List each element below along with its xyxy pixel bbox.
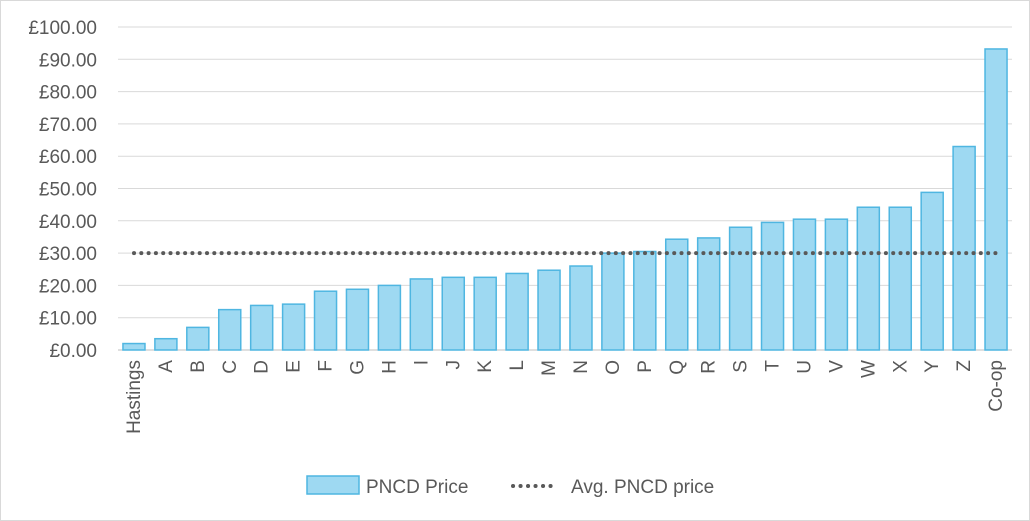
y-tick-label: £40.00 [39, 212, 97, 233]
x-tick-label: E [284, 360, 305, 373]
legend-label-pncd-price: PNCD Price [366, 477, 468, 498]
bar [696, 237, 721, 351]
x-tick-label: H [379, 360, 400, 374]
y-tick-label: £90.00 [39, 50, 97, 71]
legend: PNCD Price Avg. PNCD price [306, 475, 714, 498]
bar [569, 265, 593, 351]
x-tick-label: J [443, 360, 464, 370]
bar [505, 272, 529, 351]
y-tick-label: £60.00 [39, 147, 97, 168]
x-tick-label: R [699, 360, 720, 374]
x-tick-label: Y [922, 360, 943, 373]
x-axis-ticks: Hastings A B C D E F G H I J K L M N O P Q R S T U V W X Y Z Co-op [124, 360, 1007, 434]
y-tick-label: £0.00 [49, 341, 97, 362]
bar [377, 284, 402, 351]
x-tick-label: S [731, 360, 752, 373]
y-tick-label: £10.00 [39, 309, 97, 330]
bar [952, 145, 976, 351]
y-tick-label: £80.00 [39, 83, 97, 104]
bars [122, 48, 1008, 351]
bar [824, 218, 849, 351]
bar [154, 337, 178, 351]
y-tick-label: £50.00 [39, 180, 97, 201]
bar [345, 288, 370, 351]
bar [920, 191, 944, 351]
y-tick-label: £30.00 [39, 244, 97, 265]
bar [537, 269, 561, 351]
y-tick-label: £100.00 [28, 18, 97, 39]
bar [281, 303, 306, 351]
bar [601, 252, 625, 351]
legend-swatch-pncd-price [306, 475, 360, 495]
x-tick-label: T [763, 360, 784, 372]
x-tick-label: U [794, 360, 815, 374]
bar [856, 206, 881, 351]
bar [186, 326, 210, 351]
bar [792, 218, 817, 351]
bar [984, 48, 1008, 351]
bar [633, 250, 657, 351]
x-tick-label: L [507, 360, 528, 371]
bar [313, 290, 338, 351]
y-tick-label: £20.00 [39, 276, 97, 297]
bar [249, 304, 274, 351]
x-tick-label: Q [667, 360, 688, 375]
bar [409, 278, 434, 351]
x-tick-label: Hastings [124, 360, 145, 434]
y-tick-label: £70.00 [39, 115, 97, 136]
x-tick-label: D [252, 360, 273, 374]
x-tick-label: V [826, 360, 847, 373]
legend-label-avg-price: Avg. PNCD price [571, 477, 714, 498]
x-tick-label: C [220, 360, 241, 374]
x-tick-label: X [890, 360, 911, 373]
x-tick-label: N [571, 360, 592, 374]
x-tick-label: M [539, 360, 560, 376]
x-tick-label: Co-op [986, 360, 1007, 412]
bar [122, 342, 146, 351]
y-axis-ticks: £0.00 £10.00 £20.00 £30.00 £40.00 £50.00 £60.0… [28, 18, 97, 362]
x-tick-label: P [635, 360, 656, 373]
bar [888, 206, 913, 351]
x-tick-label: Z [954, 360, 975, 372]
x-tick-label: K [475, 360, 496, 373]
x-tick-label: F [316, 360, 337, 372]
bar [441, 276, 466, 351]
bar [760, 221, 785, 351]
x-tick-label: I [411, 360, 432, 365]
x-tick-label: G [347, 360, 368, 375]
bar [664, 238, 689, 351]
x-tick-label: A [156, 360, 177, 373]
x-tick-label: W [858, 360, 879, 378]
x-tick-label: O [603, 360, 624, 375]
x-tick-label: B [188, 360, 209, 373]
bar [217, 308, 242, 351]
bar [473, 276, 497, 351]
bar [728, 226, 753, 351]
